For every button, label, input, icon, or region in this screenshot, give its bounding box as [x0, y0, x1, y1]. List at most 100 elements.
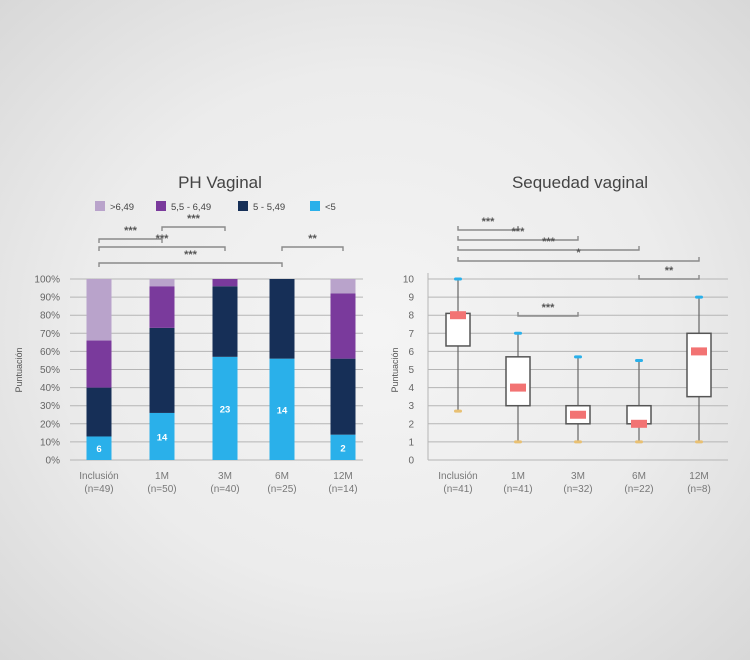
sequedad-significance-bracket [638, 275, 700, 280]
ph-y-tick-label: 30% [40, 401, 60, 412]
ph-legend-label: >6,49 [110, 202, 134, 213]
ph-bar-segment [86, 279, 112, 341]
sequedad-x-tick-n-label: (n=41) [443, 484, 472, 495]
ph-significance-bracket [98, 238, 163, 243]
sequedad-significance-bracket [457, 246, 640, 251]
ph-legend-label: 5,5 - 6,49 [171, 202, 211, 213]
ph-bar-data-label: 6 [96, 444, 101, 455]
sequedad-y-tick-label: 7 [408, 329, 414, 340]
sequedad-x-tick-label: 3M [571, 471, 585, 482]
ph-bar-segment [86, 436, 112, 460]
ph-significance-label: *** [184, 249, 198, 261]
sequedad-significance-bracket [457, 236, 579, 241]
ph-bar-segment [86, 387, 112, 437]
ph-bar-segment [212, 286, 238, 357]
sequedad-min-cap [454, 409, 462, 413]
sequedad-significance-bracket [517, 312, 579, 317]
sequedad-y-tick-label: 10 [403, 275, 415, 286]
ph-legend-swatch [156, 201, 166, 211]
sequedad-significance-label: *** [542, 302, 556, 314]
sequedad-x-tick-label: 6M [632, 471, 646, 482]
ph-bar-data-label: 2 [340, 443, 345, 454]
ph-bar-segment [149, 412, 175, 460]
ph-bar-data-label: 14 [277, 405, 288, 416]
ph-y-tick-label: 0% [46, 456, 61, 467]
ph-x-tick-label: 6M [275, 471, 289, 482]
sequedad-significance-label: * [576, 247, 581, 259]
sequedad-min-cap [514, 440, 522, 444]
sequedad-min-cap [635, 440, 643, 444]
sequedad-significance-bracket [457, 226, 519, 231]
ph-bar-segment [212, 356, 238, 460]
ph-legend-swatch [238, 201, 248, 211]
sequedad-y-tick-label: 0 [408, 456, 414, 467]
ph-significance-bracket [98, 262, 283, 267]
sequedad-x-tick-label: 12M [689, 471, 708, 482]
ph-significance-bracket [98, 246, 226, 251]
sequedad-y-tick-label: 5 [408, 365, 414, 376]
sequedad-max-cap [574, 355, 582, 359]
sequedad-max-cap [695, 295, 703, 299]
sequedad-vaginal-chart: Sequedad vaginal Puntuación 0 1 2 3 4 5 6 7 8 9 10… [390, 173, 728, 495]
ph-significance-label: *** [187, 213, 201, 225]
sequedad-x-tick-n-label: (n=22) [624, 484, 653, 495]
ph-y-tick-label: 50% [40, 365, 60, 376]
ph-legend-label: <5 [325, 202, 336, 213]
ph-y-tick-label: 10% [40, 437, 60, 448]
ph-bar-segment [269, 279, 295, 359]
ph-vaginal-chart: PH Vaginal Puntuación 0% 10% 20% 30% 40% 50% 6… [14, 173, 363, 495]
ph-bar-segment [149, 327, 175, 413]
ph-y-axis-label: Puntuación [14, 347, 24, 392]
ph-bar-segment [330, 358, 356, 435]
ph-bar-segment [330, 434, 356, 460]
ph-x-tick-n-label: (n=49) [84, 484, 113, 495]
ph-x-tick-label: 3M [218, 471, 232, 482]
ph-bar-data-label: 23 [220, 404, 231, 415]
ph-chart-title: PH Vaginal [178, 173, 262, 192]
sequedad-x-tick-n-label: (n=8) [687, 484, 711, 495]
ph-bar-data-label: 14 [157, 432, 168, 443]
sequedad-significance-label: *** [482, 216, 496, 228]
sequedad-y-axis-label: Puntuación [390, 347, 400, 392]
sequedad-y-tick-label: 6 [408, 347, 414, 358]
sequedad-median-marker [510, 383, 526, 392]
ph-bar-segment [330, 293, 356, 359]
sequedad-x-tick-n-label: (n=41) [503, 484, 532, 495]
sequedad-y-tick-label: 3 [408, 401, 414, 412]
sequedad-median-marker [450, 311, 466, 320]
sequedad-y-tick-label: 8 [408, 311, 414, 322]
ph-y-tick-label: 90% [40, 293, 60, 304]
sequedad-y-tick-label: 9 [408, 293, 414, 304]
ph-legend-label: 5 - 5,49 [253, 202, 285, 213]
ph-significance-bracket [281, 246, 344, 251]
sequedad-y-tick-label: 1 [408, 437, 414, 448]
ph-bar-segment [269, 358, 295, 460]
ph-bar-segment [212, 279, 238, 287]
ph-x-tick-label: 12M [333, 471, 352, 482]
ph-significance-label: *** [156, 233, 170, 245]
ph-significance-bracket [161, 226, 226, 231]
sequedad-significance-bracket [457, 257, 700, 262]
ph-bar-segment [86, 340, 112, 388]
ph-y-tick-label: 100% [34, 275, 60, 286]
sequedad-significance-label: *** [542, 236, 556, 248]
sequedad-significance-label: ** [665, 265, 674, 277]
ph-legend-swatch [95, 201, 105, 211]
ph-x-tick-label: Inclusión [79, 471, 118, 482]
sequedad-box [505, 356, 531, 407]
sequedad-y-tick-label: 2 [408, 419, 414, 430]
sequedad-x-tick-n-label: (n=32) [563, 484, 592, 495]
ph-y-tick-label: 40% [40, 383, 60, 394]
sequedad-min-cap [695, 440, 703, 444]
ph-x-tick-n-label: (n=25) [267, 484, 296, 495]
sequedad-chart-title: Sequedad vaginal [512, 173, 648, 192]
ph-y-tick-label: 60% [40, 347, 60, 358]
ph-bar-segment [149, 279, 175, 287]
sequedad-max-cap [454, 277, 462, 281]
ph-y-tick-label: 70% [40, 329, 60, 340]
ph-y-tick-label: 80% [40, 311, 60, 322]
sequedad-median-marker [631, 419, 647, 428]
sequedad-max-cap [635, 358, 643, 362]
ph-x-tick-n-label: (n=50) [147, 484, 176, 495]
